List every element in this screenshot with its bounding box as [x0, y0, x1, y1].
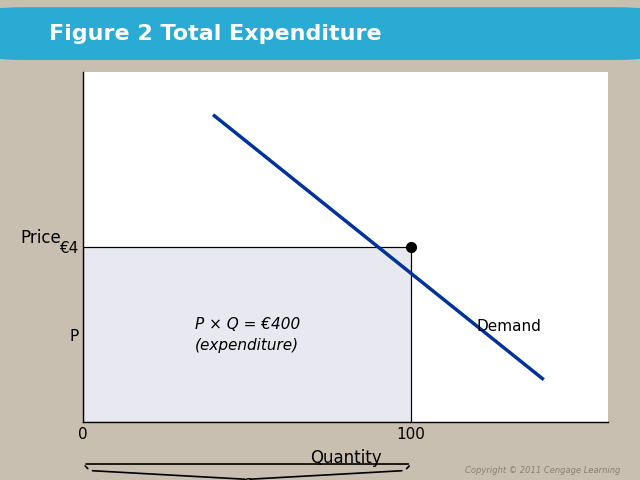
X-axis label: Quantity: Quantity	[310, 449, 381, 467]
Bar	[83, 247, 412, 422]
Text: Figure 2 Total Expenditure: Figure 2 Total Expenditure	[49, 24, 382, 44]
Y-axis label: Price: Price	[21, 229, 61, 247]
Text: Q: Q	[241, 477, 254, 480]
Text: Copyright © 2011 Cengage Learning: Copyright © 2011 Cengage Learning	[465, 466, 621, 475]
Text: Demand: Demand	[477, 319, 541, 334]
Text: P × Q = €400
(expenditure): P × Q = €400 (expenditure)	[195, 317, 300, 353]
FancyBboxPatch shape	[0, 7, 640, 60]
